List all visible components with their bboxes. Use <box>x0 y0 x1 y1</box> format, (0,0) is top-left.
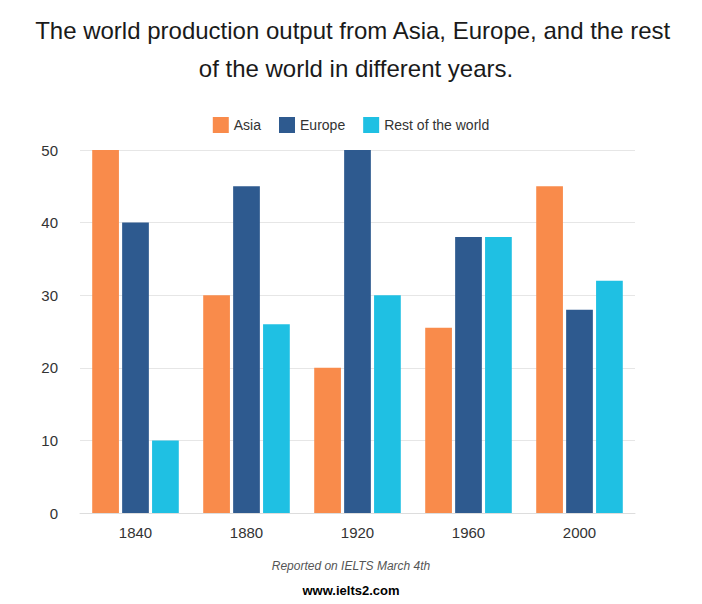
svg-text:Europe: Europe <box>300 117 345 133</box>
svg-text:Rest of the world: Rest of the world <box>384 117 489 133</box>
svg-text:1880: 1880 <box>230 524 263 541</box>
svg-text:Asia: Asia <box>234 117 261 133</box>
svg-text:20: 20 <box>41 359 58 376</box>
svg-text:1960: 1960 <box>452 524 485 541</box>
svg-text:40: 40 <box>41 214 58 231</box>
svg-text:Reported on IELTS March 4th: Reported on IELTS March 4th <box>272 559 431 573</box>
svg-text:of the world in different year: of the world in different years. <box>199 55 513 82</box>
svg-text:2000: 2000 <box>563 524 596 541</box>
svg-text:50: 50 <box>41 142 58 159</box>
svg-text:1840: 1840 <box>119 524 152 541</box>
svg-text:www.ielts2.com: www.ielts2.com <box>301 583 399 598</box>
svg-text:30: 30 <box>41 287 58 304</box>
svg-text:1920: 1920 <box>341 524 374 541</box>
svg-text:The world production output fr: The world production output from Asia, E… <box>35 17 677 44</box>
svg-text:10: 10 <box>41 432 58 449</box>
svg-text:0: 0 <box>50 505 58 522</box>
